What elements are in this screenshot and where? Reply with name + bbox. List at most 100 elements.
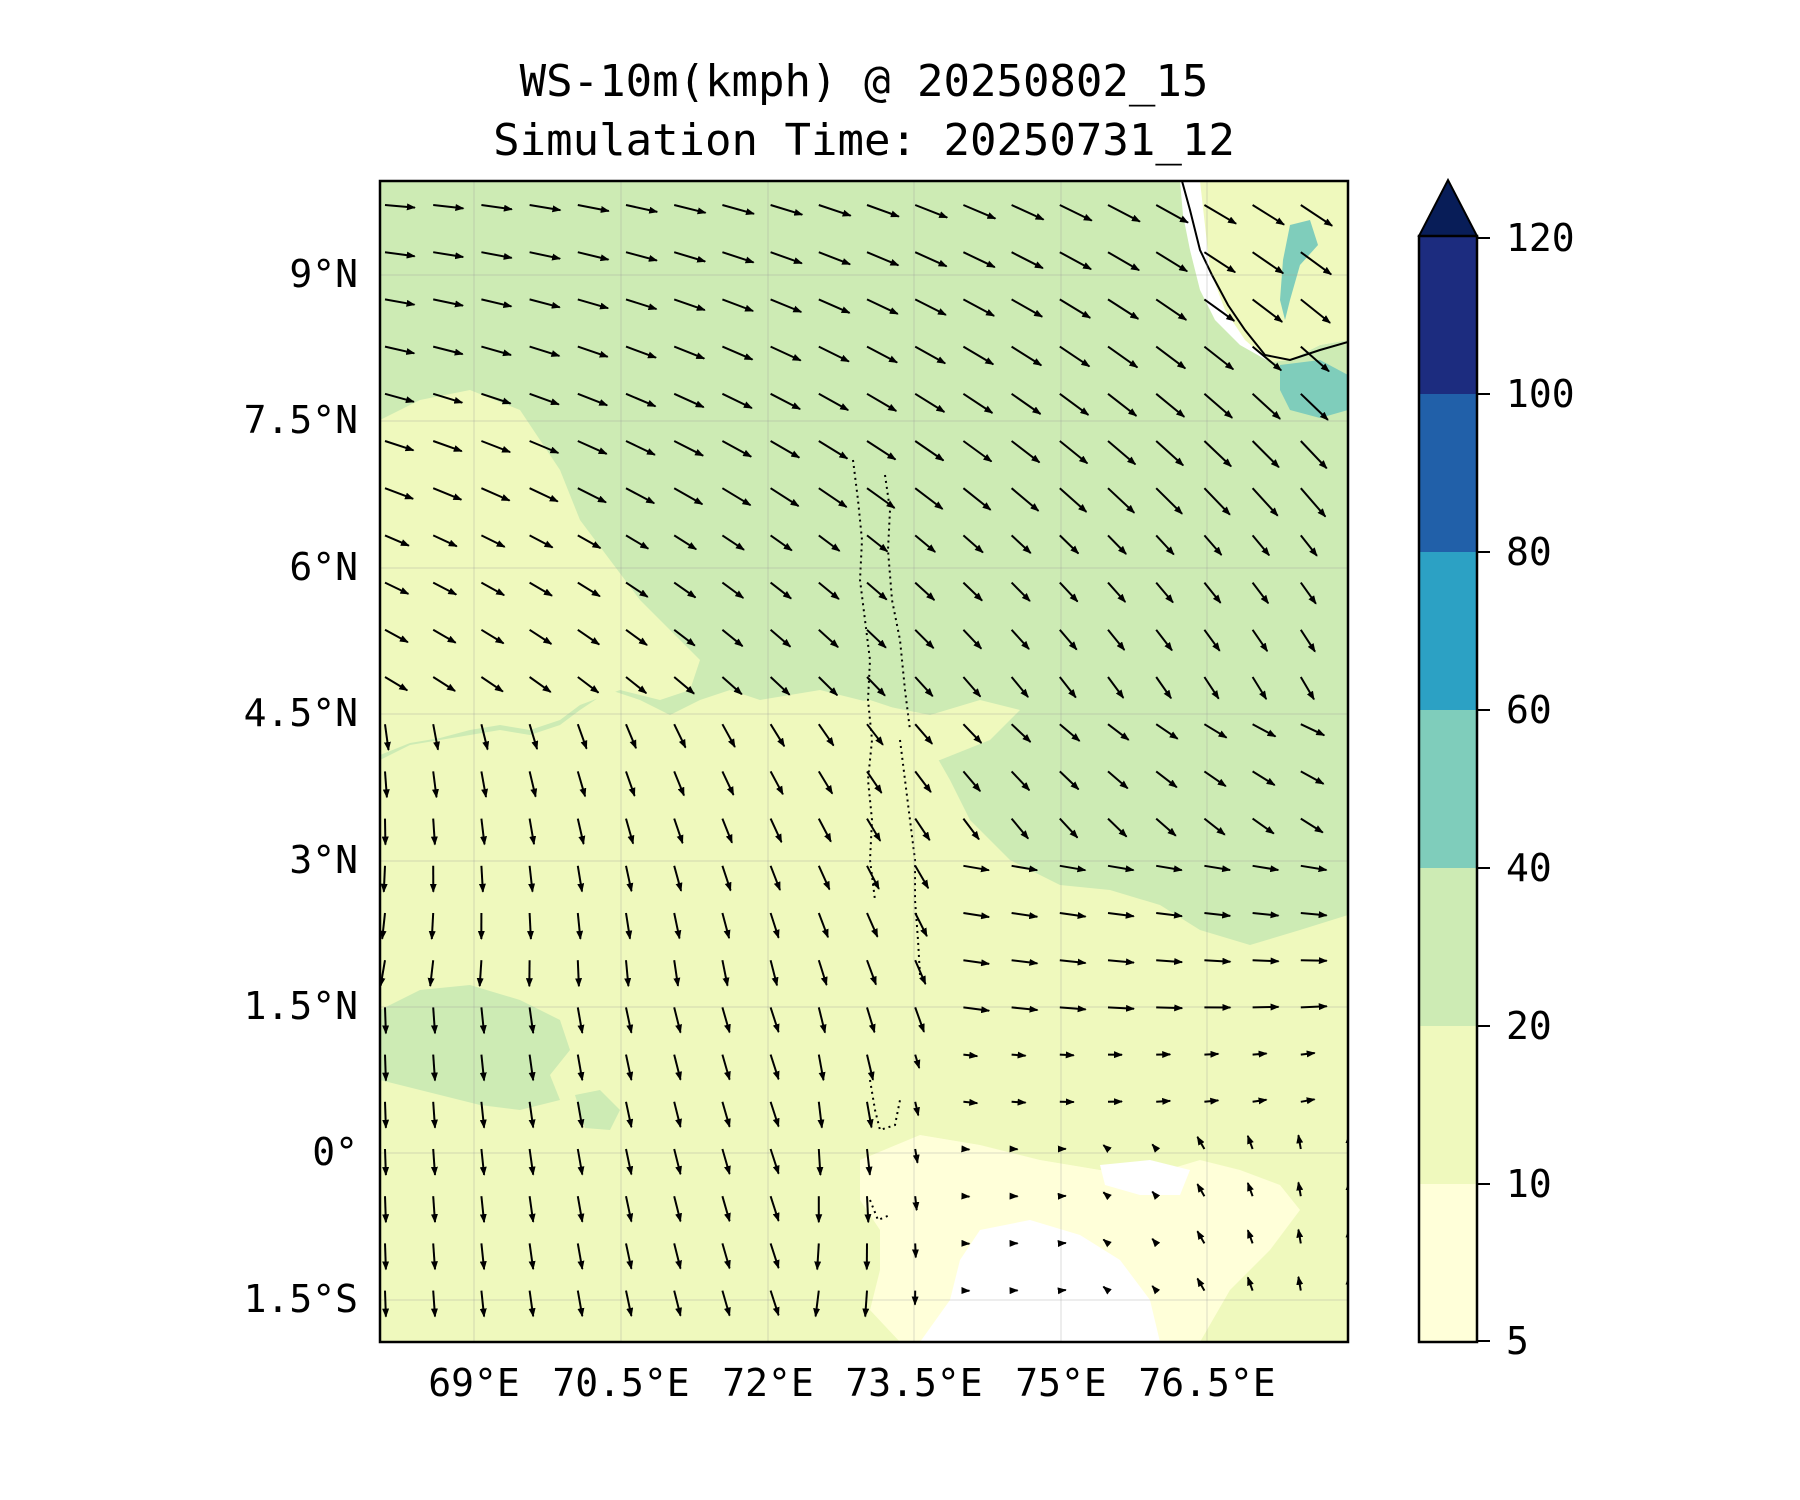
- y-tick-label: 7.5°N: [244, 398, 358, 442]
- wind-arrow: [1107, 770, 1129, 790]
- wind-arrow: [1102, 1144, 1112, 1153]
- wind-arrow: [1203, 345, 1235, 371]
- wind-arrow: [911, 1243, 919, 1259]
- wind-arrow: [625, 534, 650, 550]
- wind-arrow: [1203, 581, 1222, 604]
- wind-arrow: [769, 1243, 780, 1270]
- wind-arrow: [866, 251, 900, 267]
- wind-arrow: [673, 1195, 682, 1223]
- wind-arrow: [769, 818, 783, 844]
- wind-arrow: [866, 818, 882, 842]
- wind-arrow: [866, 676, 886, 697]
- wind-arrow: [963, 204, 997, 220]
- wind-arrow: [528, 723, 539, 751]
- wind-arrow: [864, 1196, 872, 1224]
- wind-arrow: [528, 1007, 536, 1035]
- wind-arrow: [481, 345, 512, 357]
- wind-arrow: [625, 865, 634, 893]
- wind-arrow: [1300, 957, 1328, 965]
- wind-arrow: [1155, 770, 1178, 789]
- wind-arrow: [912, 1196, 920, 1212]
- y-tick-label: 1.5°S: [244, 1277, 358, 1321]
- wind-arrow: [1010, 534, 1032, 554]
- wind-arrow: [430, 1054, 438, 1082]
- wind-arrow: [383, 724, 391, 751]
- wind-arrow: [528, 771, 538, 798]
- wind-arrow: [769, 581, 792, 600]
- wind-arrow: [1011, 864, 1039, 873]
- wind-arrow: [866, 959, 877, 986]
- wind-arrow: [1300, 345, 1330, 373]
- wind-arrow: [1252, 957, 1280, 965]
- wind-arrow: [384, 676, 409, 692]
- wind-arrow: [1252, 864, 1280, 873]
- wind-arrow: [430, 1243, 438, 1271]
- wind-arrow: [1059, 676, 1077, 699]
- wind-arrow: [433, 251, 465, 260]
- wind-arrow: [1251, 298, 1283, 323]
- wind-arrow: [1107, 204, 1141, 223]
- wind-arrow: [625, 912, 633, 940]
- wind-arrow: [914, 392, 946, 413]
- wind-arrow: [1010, 629, 1030, 650]
- wind-arrow: [818, 298, 851, 314]
- wind-arrow: [673, 771, 685, 797]
- wind-arrow: [577, 392, 609, 407]
- wind-arrow: [1204, 1050, 1220, 1058]
- wind-arrow: [380, 865, 388, 893]
- wind-arrow: [1107, 629, 1126, 651]
- wind-arrow: [430, 1007, 438, 1035]
- wind-arrow: [479, 1148, 487, 1176]
- wind-arrow: [528, 1101, 536, 1129]
- wind-arrow: [1349, 677, 1362, 700]
- x-tick-label: 72°E: [722, 1361, 814, 1405]
- wind-arrow: [1203, 204, 1237, 225]
- wind-arrow: [769, 723, 786, 748]
- wind-arrow: [1251, 676, 1268, 700]
- wind-arrow: [1059, 958, 1087, 966]
- wind-arrow: [1349, 441, 1374, 469]
- wind-arrow: [963, 864, 990, 873]
- wind-arrow: [1204, 864, 1232, 873]
- wind-arrow: [432, 771, 439, 799]
- wind-arrow: [1059, 912, 1087, 919]
- wind-arrow: [818, 345, 850, 363]
- wind-arrow: [962, 251, 996, 269]
- wind-arrow: [673, 1101, 682, 1128]
- wind-arrow: [1203, 487, 1231, 516]
- wind-arrow: [1252, 723, 1277, 738]
- wind-arrow: [1155, 298, 1188, 321]
- wind-arrow: [817, 818, 832, 843]
- wind-arrow: [1203, 817, 1226, 836]
- wind-arrow: [721, 912, 731, 940]
- colorbar-segment: [1419, 1026, 1477, 1184]
- wind-arrow: [382, 1007, 390, 1035]
- wind-arrow: [1011, 298, 1044, 318]
- wind-arrow: [1299, 629, 1316, 653]
- wind-arrow: [1156, 1097, 1172, 1105]
- wind-arrow: [1203, 298, 1236, 322]
- wind-arrow: [576, 1196, 585, 1223]
- wind-arrow: [1155, 345, 1187, 370]
- colorbar-segment: [1419, 710, 1477, 868]
- wind-arrow: [962, 534, 984, 554]
- wind-arrow: [1349, 1053, 1363, 1055]
- wind-arrow: [1107, 487, 1136, 514]
- wind-arrow: [1296, 1228, 1304, 1244]
- wind-arrow: [1300, 393, 1329, 421]
- wind-arrow: [673, 204, 707, 215]
- wind-arrow: [770, 298, 803, 313]
- wind-arrow: [1349, 724, 1373, 734]
- wind-speed-patch-sw: [380, 985, 570, 1110]
- wind-arrow: [577, 345, 609, 358]
- wind-arrow: [1252, 1050, 1268, 1058]
- wind-arrow: [673, 960, 681, 987]
- wind-arrow: [1300, 298, 1331, 324]
- wind-arrow: [1059, 487, 1088, 513]
- wind-arrow: [914, 959, 927, 986]
- wind-arrow: [1251, 629, 1269, 653]
- wind-arrow: [1252, 1097, 1268, 1105]
- wind-arrow: [817, 1007, 827, 1034]
- wind-arrow: [673, 865, 683, 892]
- wind-arrow: [1010, 487, 1040, 512]
